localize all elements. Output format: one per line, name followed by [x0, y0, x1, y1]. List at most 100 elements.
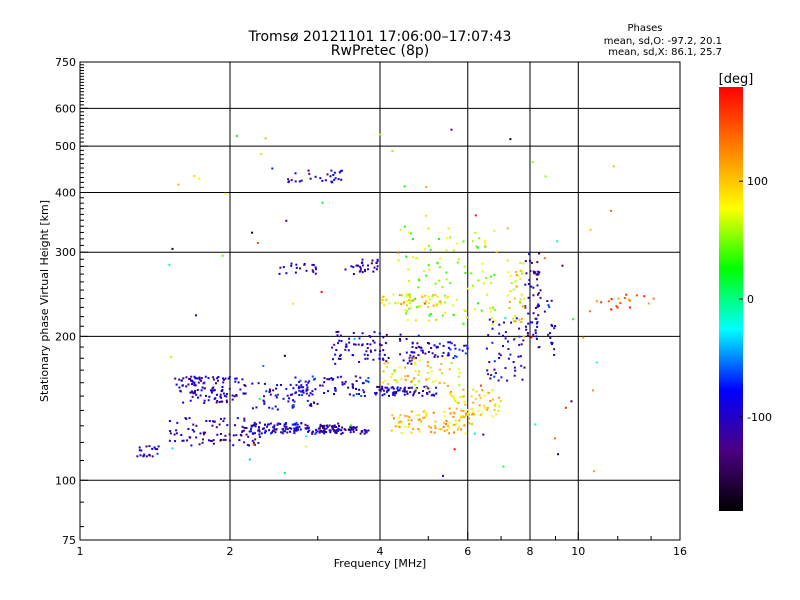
data-point [293, 432, 296, 435]
data-point [267, 423, 269, 426]
data-point [204, 375, 207, 378]
data-point [250, 425, 253, 428]
data-point [203, 399, 206, 402]
data-point [252, 443, 255, 446]
data-point [506, 294, 509, 297]
data-point [462, 240, 465, 243]
data-point [527, 296, 530, 299]
data-point [308, 404, 311, 407]
data-point [360, 395, 363, 397]
data-point [452, 304, 455, 307]
data-point [478, 404, 481, 407]
data-point [452, 249, 455, 252]
data-point [446, 428, 449, 431]
data-point [208, 395, 211, 398]
data-point [514, 320, 517, 323]
data-point [378, 353, 381, 356]
data-point [282, 266, 285, 268]
data-point [414, 389, 417, 392]
data-point [312, 430, 314, 433]
data-point [486, 392, 489, 395]
data-point [429, 426, 432, 429]
data-point [233, 395, 236, 398]
data-point [407, 375, 409, 377]
data-point [493, 319, 496, 322]
data-point [399, 339, 402, 342]
data-point [473, 413, 476, 416]
data-point [520, 272, 523, 275]
data-point [305, 427, 308, 430]
data-point [547, 333, 550, 336]
data-point [362, 382, 365, 384]
y-tick-label: 100 [55, 474, 76, 487]
y-tick-label: 75 [62, 534, 76, 547]
data-point [393, 379, 396, 382]
data-point [264, 431, 266, 434]
data-point [434, 294, 437, 296]
data-point [193, 430, 196, 433]
data-point [193, 384, 196, 387]
data-point [418, 430, 421, 433]
data-point [523, 366, 526, 369]
data-point [301, 389, 304, 392]
data-point [334, 353, 337, 356]
data-point [268, 406, 271, 409]
data-point [251, 231, 254, 234]
data-point [366, 357, 369, 360]
data-point [248, 430, 251, 433]
data-point [519, 277, 522, 280]
data-point [407, 425, 410, 428]
data-point [231, 394, 234, 397]
data-point [457, 375, 460, 378]
data-point [455, 407, 458, 410]
data-point [352, 266, 355, 269]
data-point [485, 408, 488, 411]
data-point [204, 431, 207, 434]
data-point [426, 364, 429, 367]
data-point [470, 395, 473, 398]
data-point [341, 383, 344, 386]
data-point [442, 345, 445, 347]
data-point [450, 342, 453, 345]
data-point [534, 317, 537, 320]
data-point [406, 304, 408, 307]
data-point [276, 422, 279, 425]
data-point [257, 441, 260, 444]
data-point [338, 355, 341, 357]
data-point [430, 347, 433, 349]
data-point [304, 380, 307, 383]
data-point [405, 338, 408, 340]
data-point [268, 388, 271, 391]
data-point [219, 439, 222, 442]
data-point [236, 417, 239, 420]
data-point [196, 377, 199, 380]
data-point [298, 394, 301, 396]
data-point [434, 282, 437, 285]
data-point [508, 300, 511, 303]
data-point [493, 229, 496, 232]
data-point [523, 306, 526, 309]
data-point [275, 396, 278, 399]
data-point [504, 317, 507, 320]
data-point [341, 426, 344, 429]
data-point [140, 449, 143, 452]
data-point [407, 280, 410, 282]
data-point [148, 445, 151, 448]
data-point [222, 381, 225, 384]
data-point [384, 299, 387, 302]
data-point [303, 262, 306, 265]
data-point [298, 180, 301, 183]
data-point [215, 401, 218, 404]
data-point [350, 426, 353, 429]
data-point [197, 381, 200, 384]
data-point [407, 387, 410, 390]
data-point [251, 439, 254, 442]
data-point [477, 410, 480, 413]
data-point [436, 355, 439, 358]
data-point [208, 420, 211, 422]
data-point [432, 393, 435, 396]
data-point [298, 385, 301, 388]
data-point [335, 426, 338, 428]
data-point [494, 372, 497, 375]
data-point [156, 448, 159, 451]
